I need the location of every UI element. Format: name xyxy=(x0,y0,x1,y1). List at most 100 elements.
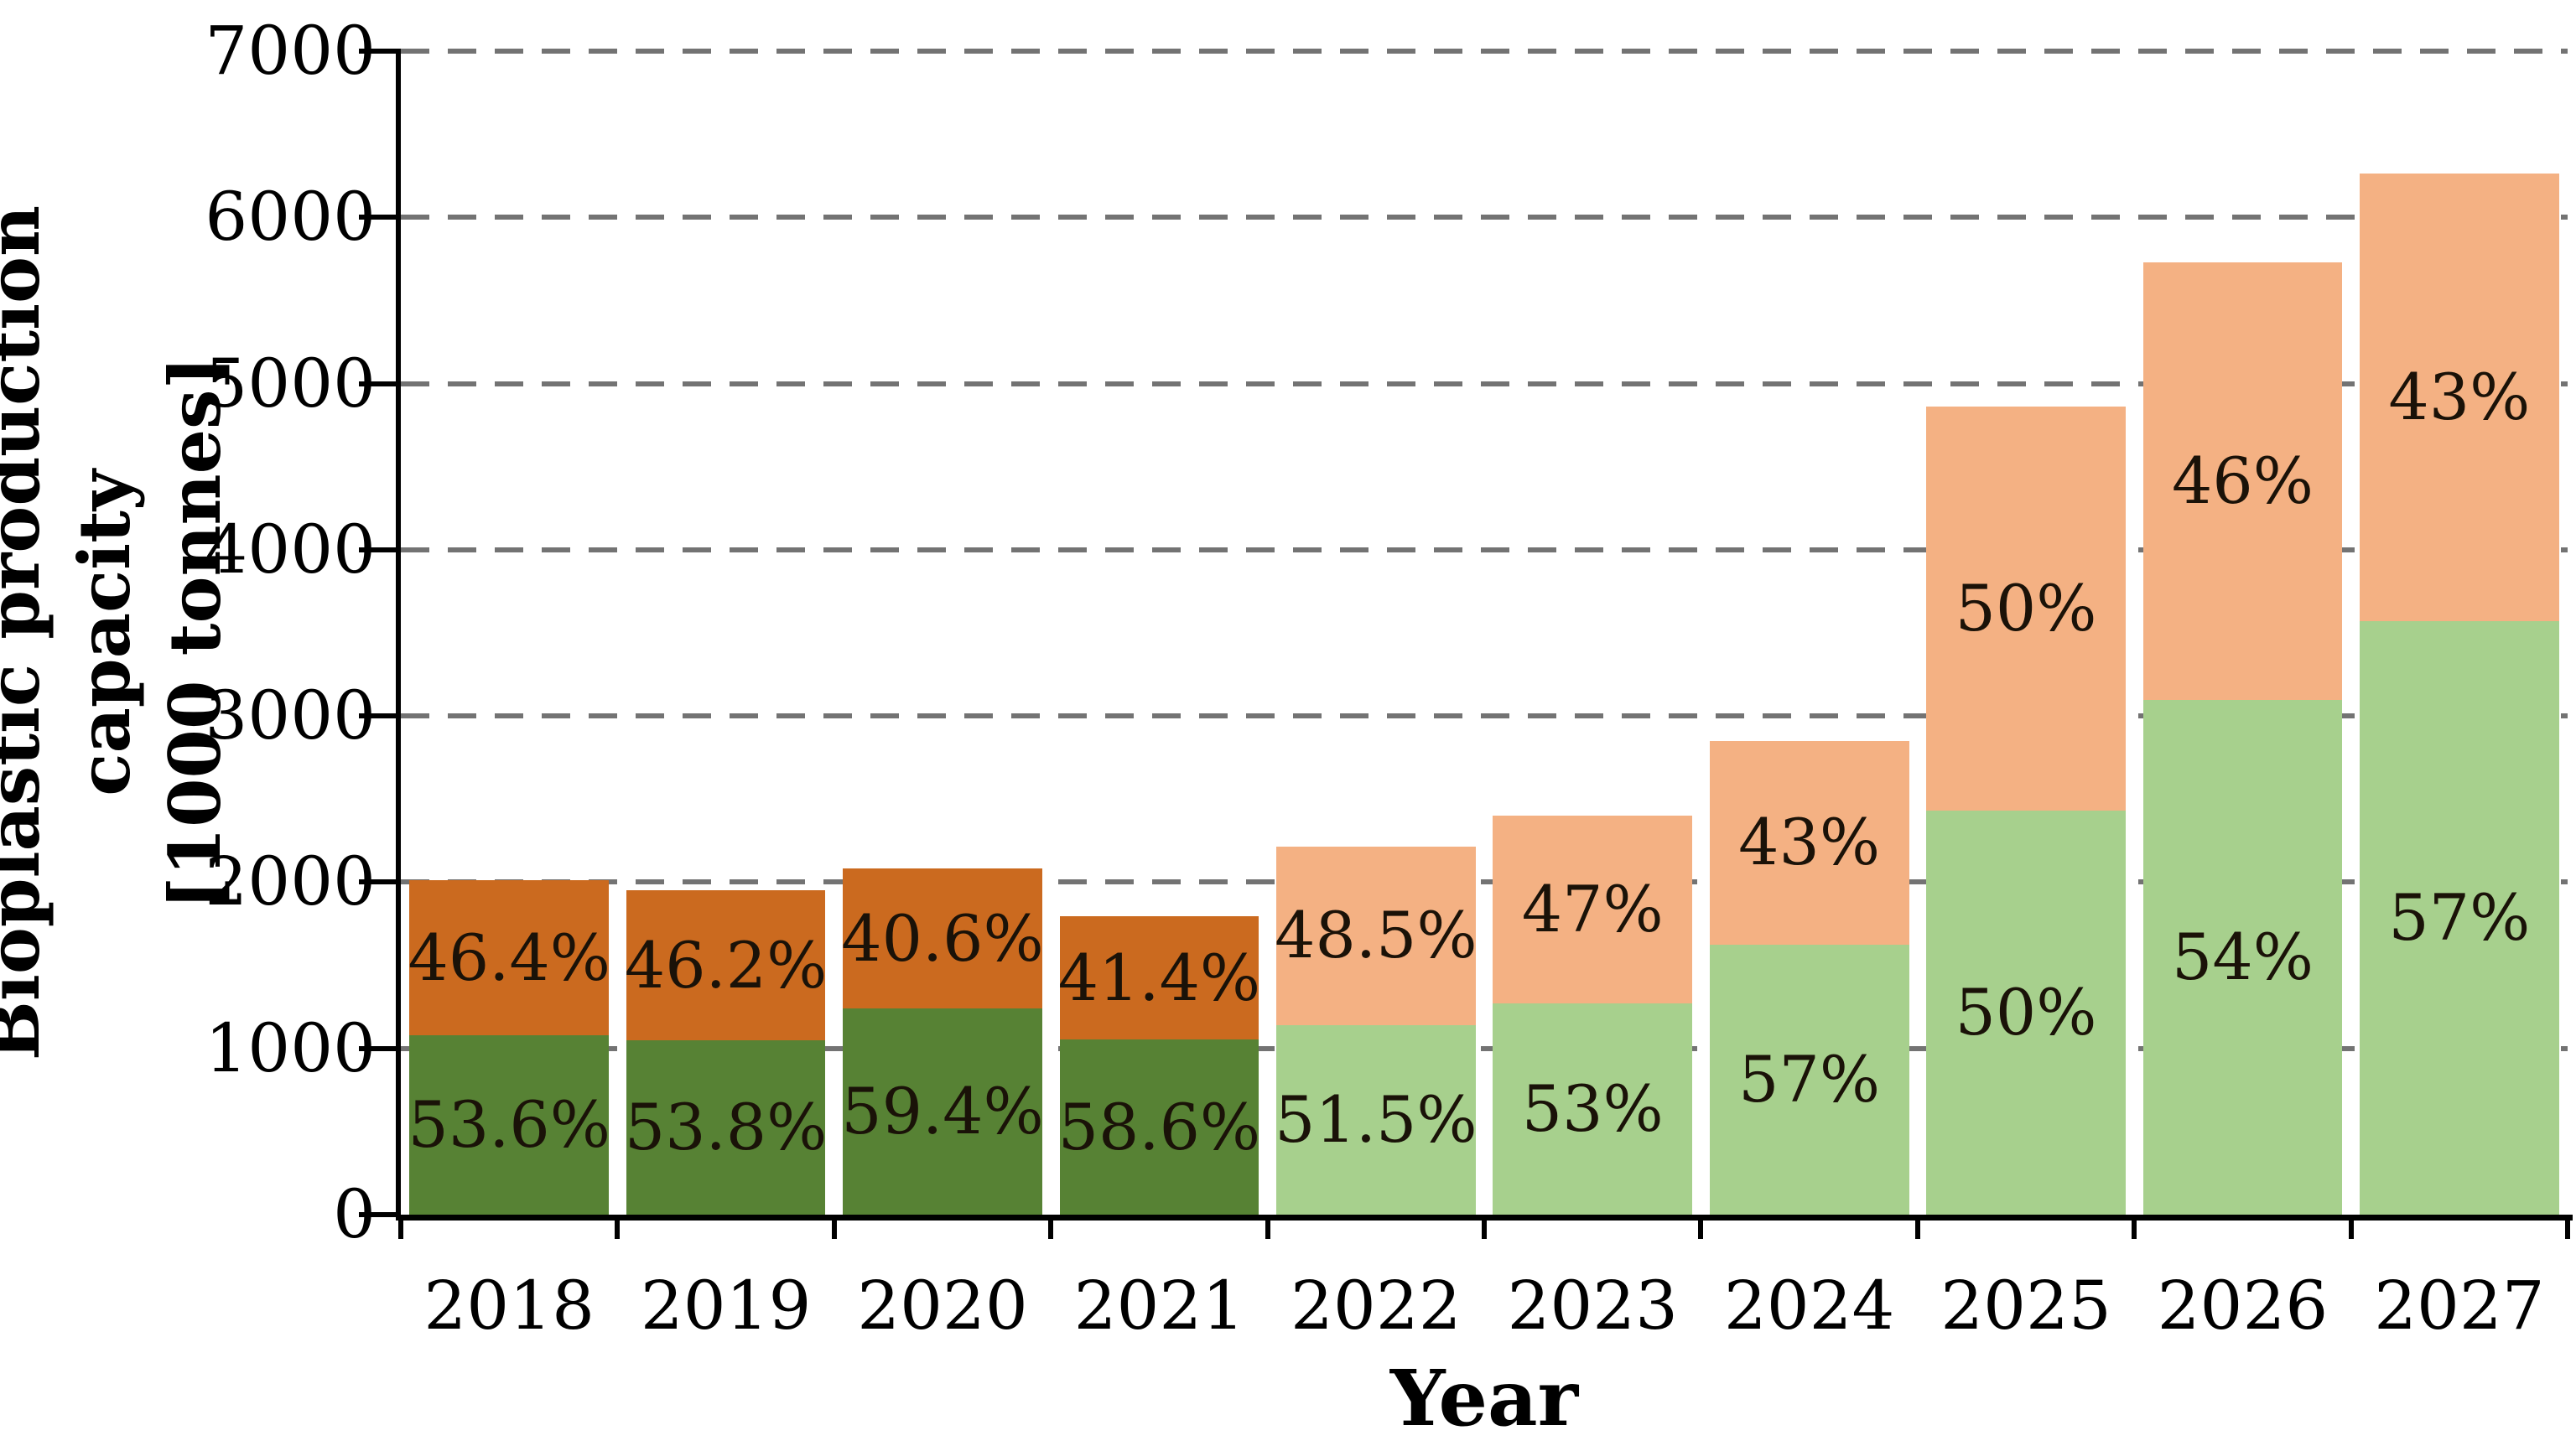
x-boundary-tick-5 xyxy=(1482,1215,1487,1239)
x-tick-label-2023: 2023 xyxy=(1507,1267,1679,1345)
y-tick-mark-6000 xyxy=(359,215,396,220)
x-boundary-tick-10 xyxy=(2565,1215,2570,1239)
x-tick-label-2027: 2027 xyxy=(2374,1267,2545,1345)
bars-container: 46.4% 53.6% 46.2% 53.8% 40.6% 59.4% 41.4% 58.6%… xyxy=(401,51,2568,1215)
y-axis-tick-marks xyxy=(359,49,396,1217)
x-tick-label-2018: 2018 xyxy=(423,1267,595,1345)
bar-label-orange-2027: 43% xyxy=(2388,359,2531,434)
gridline-2000 xyxy=(401,879,2568,885)
bar-segment-green-2022: 51.5% xyxy=(1275,1024,1478,1215)
y-tick-label-1000: 1000 xyxy=(205,1008,376,1087)
bar-segment-green-2020: 59.4% xyxy=(841,1008,1044,1215)
bar-segment-green-2025: 50% xyxy=(1926,811,2126,1215)
bar-2020: 40.6% 59.4% xyxy=(841,51,1044,1215)
bar-2024: 43% 57% xyxy=(1709,51,1909,1215)
bar-label-orange-2020: 40.6% xyxy=(841,900,1044,976)
y-tick-mark-5000 xyxy=(359,381,396,386)
bar-segment-orange-2025: 50% xyxy=(1926,407,2126,811)
y-tick-label-3000: 3000 xyxy=(205,676,376,755)
bar-slot-2023: 47% 53% xyxy=(1484,51,1701,1215)
y-axis-tick-labels: 0 1000 2000 3000 4000 5000 6000 7000 xyxy=(0,18,376,1248)
y-tick-mark-7000 xyxy=(359,49,396,54)
bar-segment-orange-2024: 43% xyxy=(1709,740,1909,945)
bar-slot-2021: 41.4% 58.6% xyxy=(1051,51,1267,1215)
y-tick-label-6000: 6000 xyxy=(205,178,376,257)
bar-2019: 46.2% 53.8% xyxy=(624,51,828,1215)
bar-label-orange-2023: 47% xyxy=(1521,871,1664,946)
x-boundary-tick-2 xyxy=(831,1215,837,1239)
bar-slot-2027: 43% 57% xyxy=(2351,51,2568,1215)
y-tick-mark-2000 xyxy=(359,879,396,885)
x-boundary-tick-0 xyxy=(398,1215,403,1239)
x-axis-title: Year xyxy=(1389,1353,1579,1443)
bar-segment-orange-2022: 48.5% xyxy=(1275,846,1478,1025)
bar-segment-orange-2020: 40.6% xyxy=(841,868,1044,1009)
bar-2022: 48.5% 51.5% xyxy=(1275,51,1478,1215)
bar-label-green-2019: 53.8% xyxy=(624,1089,828,1164)
bar-label-orange-2025: 50% xyxy=(1955,571,2097,646)
bar-segment-orange-2021: 41.4% xyxy=(1058,916,1260,1040)
bar-label-orange-2024: 43% xyxy=(1738,805,1881,880)
bar-segment-orange-2018: 46.4% xyxy=(408,880,610,1036)
x-boundary-tick-7 xyxy=(1914,1215,1920,1239)
bar-slot-2024: 43% 57% xyxy=(1701,51,1917,1215)
bar-segment-orange-2026: 46% xyxy=(2142,262,2343,701)
bar-label-green-2027: 57% xyxy=(2388,879,2531,955)
y-tick-label-7000: 7000 xyxy=(205,12,376,90)
bar-label-green-2026: 54% xyxy=(2171,920,2314,995)
x-boundary-tick-6 xyxy=(1698,1215,1704,1239)
gridline-6000 xyxy=(401,215,2568,220)
bar-2025: 50% 50% xyxy=(1926,51,2126,1215)
y-tick-mark-0 xyxy=(359,1212,396,1217)
plot-area: 46.4% 53.6% 46.2% 53.8% 40.6% 59.4% 41.4% 58.6%… xyxy=(401,49,2568,1215)
y-tick-mark-3000 xyxy=(359,713,396,719)
y-tick-mark-1000 xyxy=(359,1045,396,1051)
bar-slot-2025: 50% 50% xyxy=(1918,51,2134,1215)
x-boundary-tick-3 xyxy=(1048,1215,1054,1239)
bar-label-green-2025: 50% xyxy=(1955,975,2097,1050)
bar-segment-green-2021: 58.6% xyxy=(1057,1039,1261,1215)
bar-label-orange-2019: 46.2% xyxy=(624,927,828,1003)
y-tick-mark-4000 xyxy=(359,547,396,552)
bar-2027: 43% 57% xyxy=(2360,51,2559,1215)
bar-label-green-2018: 53.6% xyxy=(408,1087,610,1163)
x-tick-label-2022: 2022 xyxy=(1291,1267,1462,1345)
bar-label-green-2022: 51.5% xyxy=(1275,1081,1478,1157)
bar-slot-2020: 40.6% 59.4% xyxy=(834,51,1051,1215)
bar-segment-green-2019: 53.8% xyxy=(624,1039,828,1215)
bar-slot-2022: 48.5% 51.5% xyxy=(1268,51,1484,1215)
bar-label-orange-2022: 48.5% xyxy=(1275,898,1478,973)
y-tick-label-0: 0 xyxy=(333,1175,376,1253)
bar-label-green-2024: 57% xyxy=(1738,1041,1881,1117)
bar-segment-green-2018: 53.6% xyxy=(408,1035,610,1215)
bar-2026: 46% 54% xyxy=(2142,51,2343,1215)
bar-segment-orange-2027: 43% xyxy=(2360,173,2559,621)
gridline-1000 xyxy=(401,1045,2568,1051)
x-tick-label-2020: 2020 xyxy=(857,1267,1028,1345)
bar-label-green-2023: 53% xyxy=(1521,1070,1664,1146)
x-boundary-tick-1 xyxy=(615,1215,621,1239)
x-tick-label-2024: 2024 xyxy=(1723,1267,1895,1345)
bar-label-orange-2018: 46.4% xyxy=(408,920,610,995)
gridline-3000 xyxy=(401,713,2568,719)
bar-slot-2019: 46.2% 53.8% xyxy=(617,51,834,1215)
y-tick-label-2000: 2000 xyxy=(205,842,376,921)
x-tick-label-2019: 2019 xyxy=(640,1267,812,1345)
bar-segment-green-2027: 57% xyxy=(2360,620,2559,1215)
bar-segment-orange-2023: 47% xyxy=(1493,816,1693,1003)
bar-2023: 47% 53% xyxy=(1493,51,1693,1215)
x-boundary-tick-8 xyxy=(2132,1215,2137,1239)
gridline-7000 xyxy=(401,49,2568,54)
x-boundary-tick-4 xyxy=(1265,1215,1270,1239)
bar-label-orange-2026: 46% xyxy=(2171,443,2314,519)
bar-2018: 46.4% 53.6% xyxy=(408,51,610,1215)
bar-segment-green-2024: 57% xyxy=(1709,944,1909,1215)
y-tick-label-4000: 4000 xyxy=(205,510,376,588)
bar-slot-2026: 46% 54% xyxy=(2134,51,2350,1215)
bar-label-green-2021: 58.6% xyxy=(1057,1089,1261,1164)
x-axis-tick-labels: 2018 2019 2020 2021 2022 2023 2024 2025 2026 2027 xyxy=(401,1267,2568,1345)
gridline-5000 xyxy=(401,381,2568,386)
bar-segment-green-2026: 54% xyxy=(2142,700,2343,1215)
gridline-4000 xyxy=(401,547,2568,552)
